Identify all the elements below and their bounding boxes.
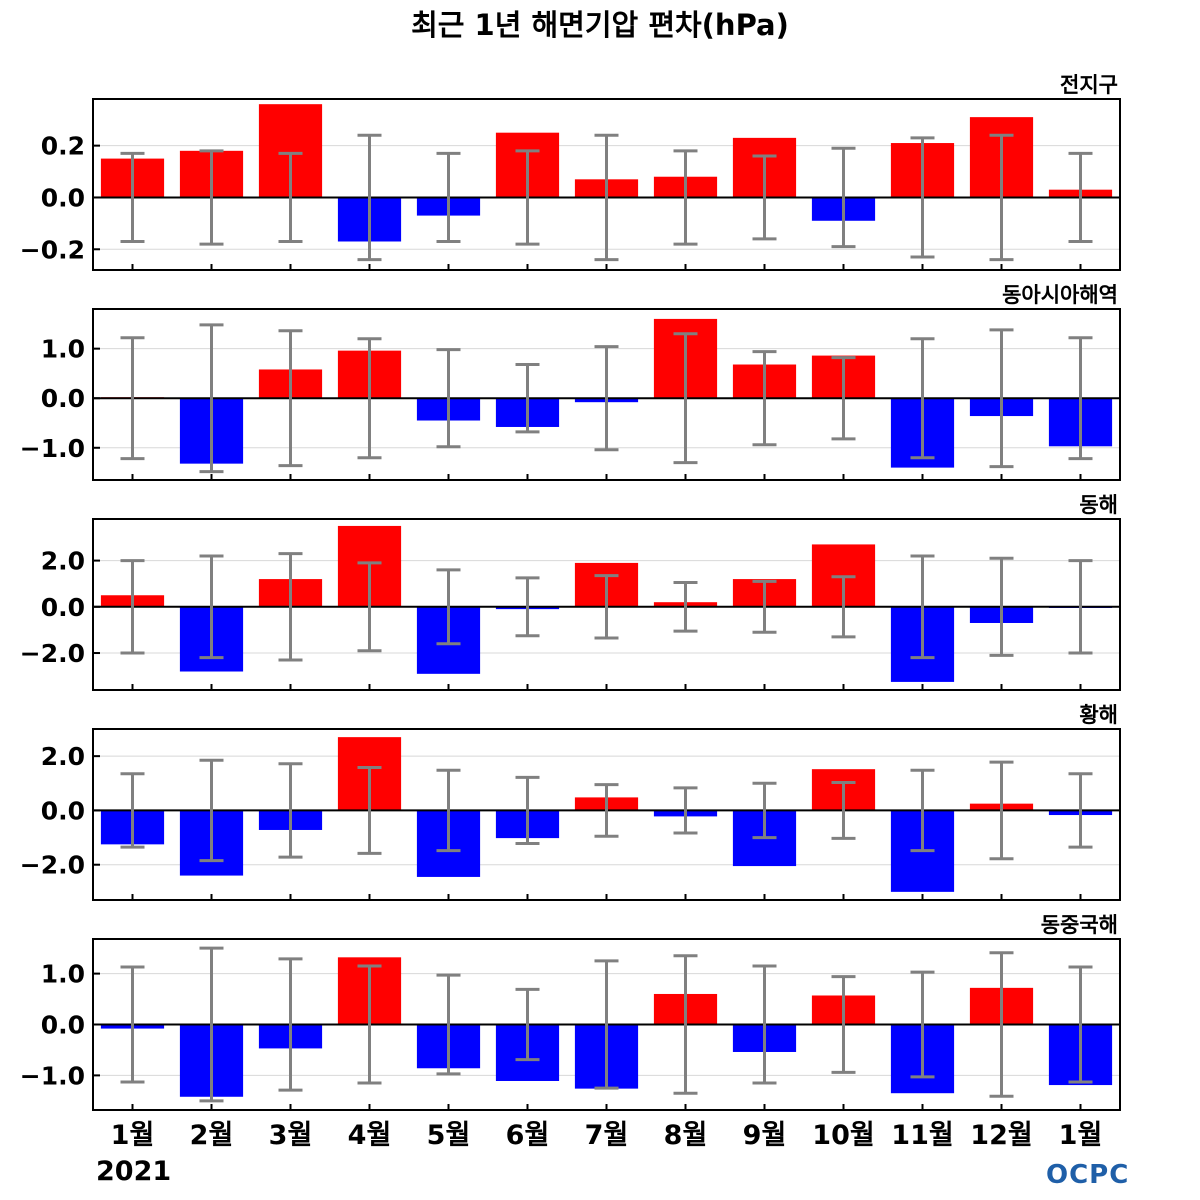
y-tick-label: 0.0 [41,796,85,825]
x-tick-label: 4월 [348,1120,392,1151]
y-tick-label: 0.2 [41,132,85,161]
panel-title: 동해 [1079,493,1118,517]
y-tick-label: 0.0 [41,384,85,413]
panel-2: 동아시아해역 −1.0 0.0 1.0 [20,283,1121,481]
y-tick-label: 0.0 [41,183,85,212]
year-label: 2021 [96,1156,172,1187]
panel-3: 동해 −2.0 0.0 2.0 [20,493,1121,691]
y-tick-label: 0.0 [41,593,85,622]
panel-title: 동아시아해역 [1002,283,1118,307]
x-tick-label: 1월 [111,1120,155,1151]
panel-title: 동중국해 [1041,913,1118,937]
y-tick-label: −2.0 [20,639,85,668]
x-tick-label: 3월 [269,1120,313,1151]
x-tick-label: 5월 [427,1120,471,1151]
x-tick-label: 6월 [506,1120,550,1151]
y-tick-label: −2.0 [20,851,85,880]
x-tick-label: 2월 [190,1120,234,1151]
x-tick-label: 8월 [664,1120,708,1151]
ocpc-logo: OCPC [1046,1160,1130,1190]
x-tick-label: 12월 [970,1120,1032,1151]
y-tick-label: 0.0 [41,1011,85,1040]
x-tick-label: 1월 [1059,1120,1103,1151]
y-tick-label: −1.0 [20,1061,85,1090]
panel-title: 전지구 [1060,73,1118,97]
y-tick-label: 2.0 [41,547,85,576]
x-tick-label: 9월 [743,1120,787,1151]
y-tick-label: −1.0 [20,434,85,463]
figure-title: 최근 1년 해면기압 편차(hPa) [411,8,789,42]
panel-1: 전지구 −0.2 0.0 0.2 [20,73,1121,271]
panel-4: 황해 −2.0 0.0 2.0 [20,703,1121,901]
x-tick-label: 7월 [585,1120,629,1151]
y-tick-label: 1.0 [41,960,85,989]
x-tick-label: 10월 [812,1120,874,1151]
y-tick-label: 2.0 [41,742,85,771]
panel-5: 동중국해 −1.0 0.0 1.0 1월 2월 3월 4월 5월 6월 7월 8월 9월 10월 11월 12… [20,913,1121,1151]
y-tick-label: 1.0 [41,335,85,364]
panel-title: 황해 [1079,703,1118,727]
x-tick-label: 11월 [891,1120,953,1151]
y-tick-label: −0.2 [20,235,85,264]
